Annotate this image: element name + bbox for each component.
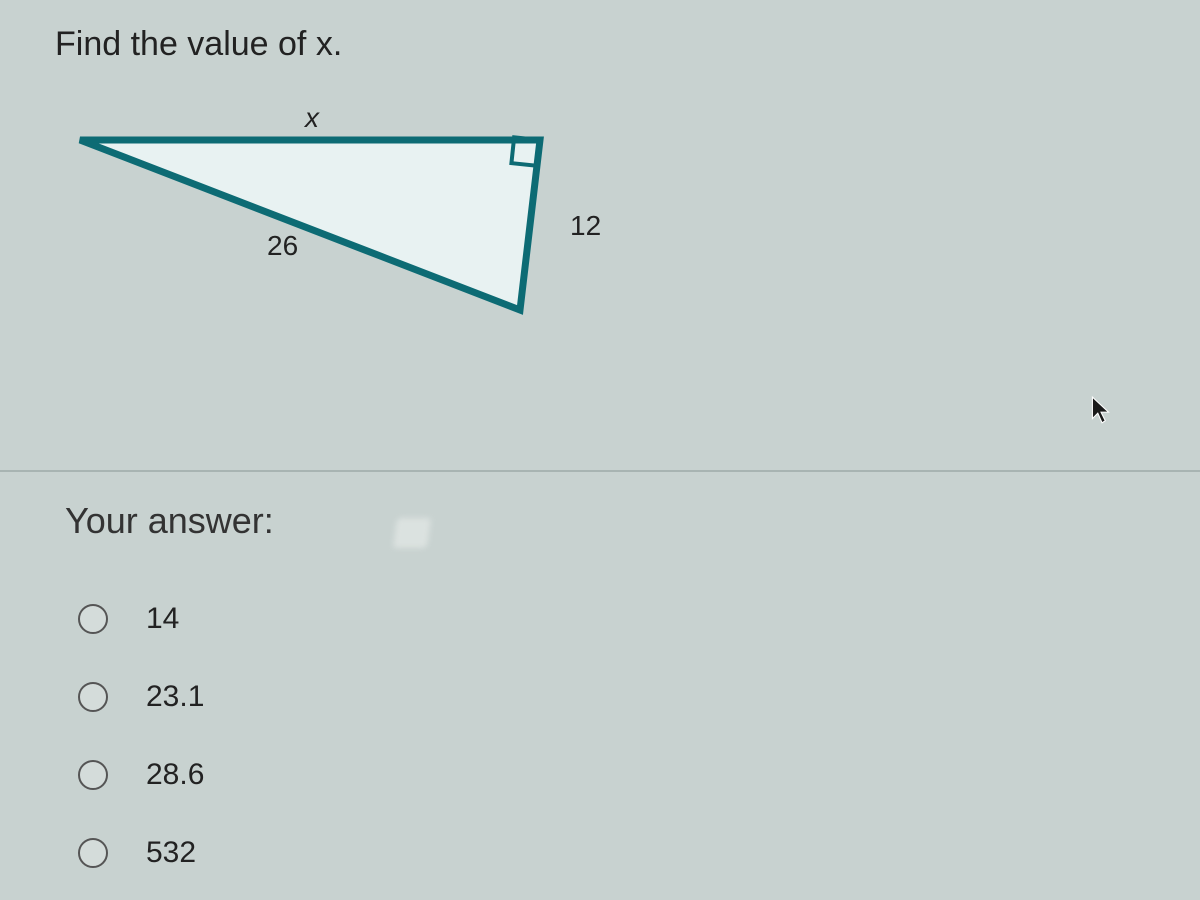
radio-icon: [78, 682, 108, 712]
triangle-shape: [80, 140, 540, 310]
label-x: x: [305, 102, 319, 134]
option-label: 28.6: [146, 758, 204, 792]
radio-icon: [78, 604, 108, 634]
smudge-artifact: [393, 518, 431, 548]
option-1[interactable]: 23.1: [78, 658, 204, 736]
radio-icon: [78, 760, 108, 790]
question-text: Find the value of x.: [55, 25, 342, 64]
option-0[interactable]: 14: [78, 580, 204, 658]
option-label: 532: [146, 836, 196, 870]
option-3[interactable]: 532: [78, 814, 204, 892]
mouse-cursor-icon: [1090, 395, 1112, 425]
answer-options: 14 23.1 28.6 532: [78, 580, 204, 892]
option-2[interactable]: 28.6: [78, 736, 204, 814]
radio-icon: [78, 838, 108, 868]
triangle-figure: x 12 26: [60, 110, 620, 370]
label-leg: 12: [570, 210, 601, 242]
answer-prompt: Your answer:: [65, 500, 274, 542]
triangle-svg: [60, 110, 620, 370]
option-label: 14: [146, 602, 179, 636]
section-divider: [0, 470, 1200, 472]
label-hyp: 26: [267, 230, 298, 262]
option-label: 23.1: [146, 680, 204, 714]
